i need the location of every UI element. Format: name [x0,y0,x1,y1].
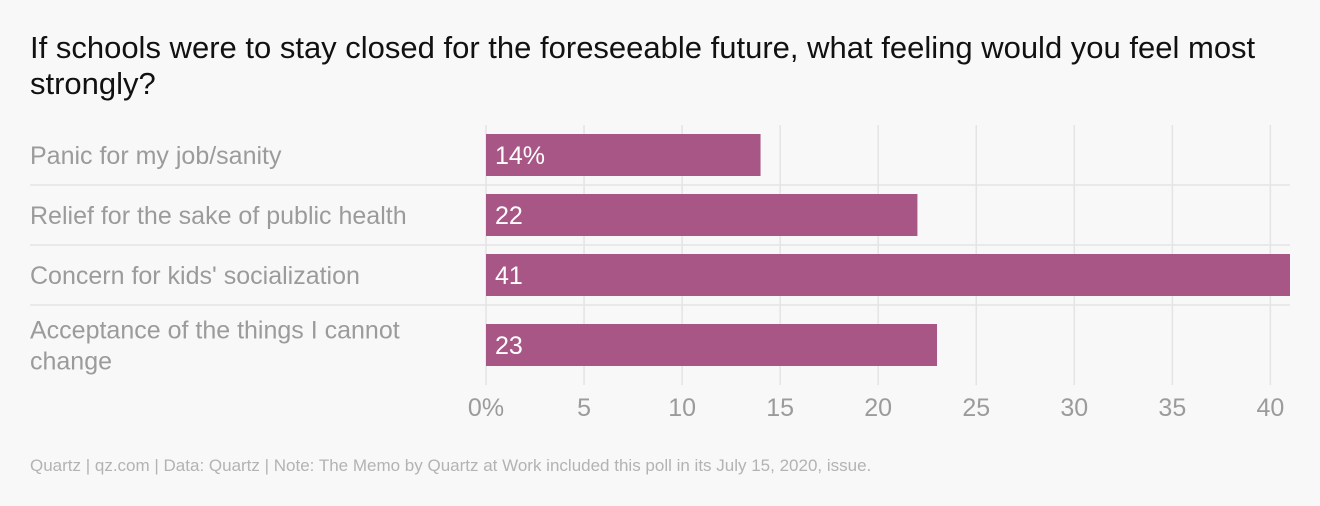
category-label: Panic for my job/sanity [30,142,282,170]
x-tick-label: 0% [468,394,504,422]
bar-value-label: 41 [495,262,523,290]
x-tick-label: 20 [864,394,892,422]
value-labels: 14% 22 41 23 [495,142,545,360]
category-labels: Panic for my job/sanity Relief for the sa… [30,142,407,376]
x-tick-label: 30 [1060,394,1088,422]
bar-value-label: 23 [495,332,523,360]
bar [486,324,938,366]
bar-value-label: 14% [495,142,545,170]
bar [486,254,1290,296]
category-label: Acceptance of the things I cannot change [30,317,400,376]
category-label: Concern for kids' socialization [30,262,360,290]
bar-chart: Panic for my job/sanity Relief for the sa… [30,125,1290,422]
source-note: Quartz | qz.com | Data: Quartz | Note: T… [30,456,872,475]
x-tick-label: 5 [577,394,591,422]
bar [486,134,761,176]
x-tick-label: 15 [766,394,794,422]
chart-title: If schools were to stay closed for the f… [30,30,1256,101]
x-axis-ticks: 0% 5 10 15 20 25 30 35 40 [468,394,1284,422]
x-tick-label: 40 [1256,394,1284,422]
x-tick-label: 25 [962,394,990,422]
x-tick-label: 10 [668,394,696,422]
bars [486,134,1290,366]
x-tick-label: 35 [1158,394,1186,422]
bar-value-label: 22 [495,202,523,230]
bar [486,194,918,236]
row-separators [30,184,1290,306]
category-label: Relief for the sake of public health [30,202,407,230]
